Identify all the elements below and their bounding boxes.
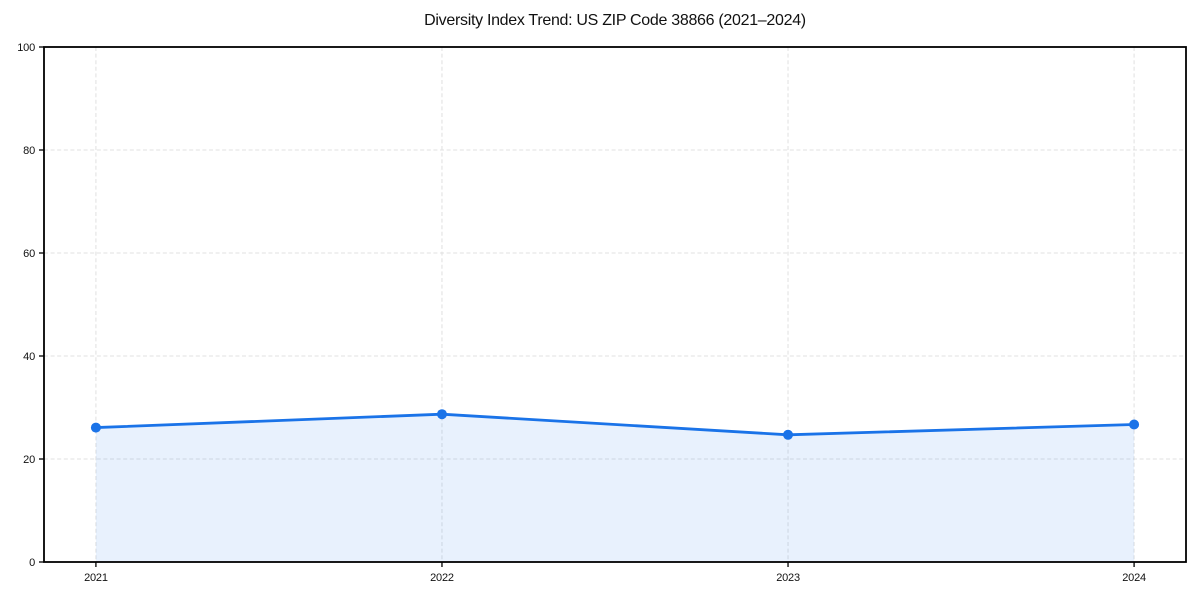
y-tick-label: 100 <box>17 42 35 54</box>
y-tick-label: 80 <box>23 145 35 157</box>
data-point <box>90 422 101 433</box>
x-tick-label: 2024 <box>1122 572 1146 584</box>
data-point <box>436 409 447 420</box>
axis-frame <box>43 46 1187 563</box>
x-tick-label: 2022 <box>430 572 454 584</box>
trend-line <box>94 412 1136 437</box>
y-tick-label: 20 <box>23 454 35 466</box>
x-tick-label: 2023 <box>776 572 800 584</box>
data-point <box>1129 419 1140 430</box>
area-fill <box>95 414 1135 562</box>
chart-title: Diversity Index Trend: US ZIP Code 38866… <box>424 12 806 29</box>
y-tick-label: 60 <box>23 248 35 260</box>
data-point <box>783 429 794 440</box>
y-tick-label: 0 <box>29 557 35 569</box>
y-tick-label: 40 <box>23 351 35 363</box>
x-tick-label: 2021 <box>84 572 108 584</box>
